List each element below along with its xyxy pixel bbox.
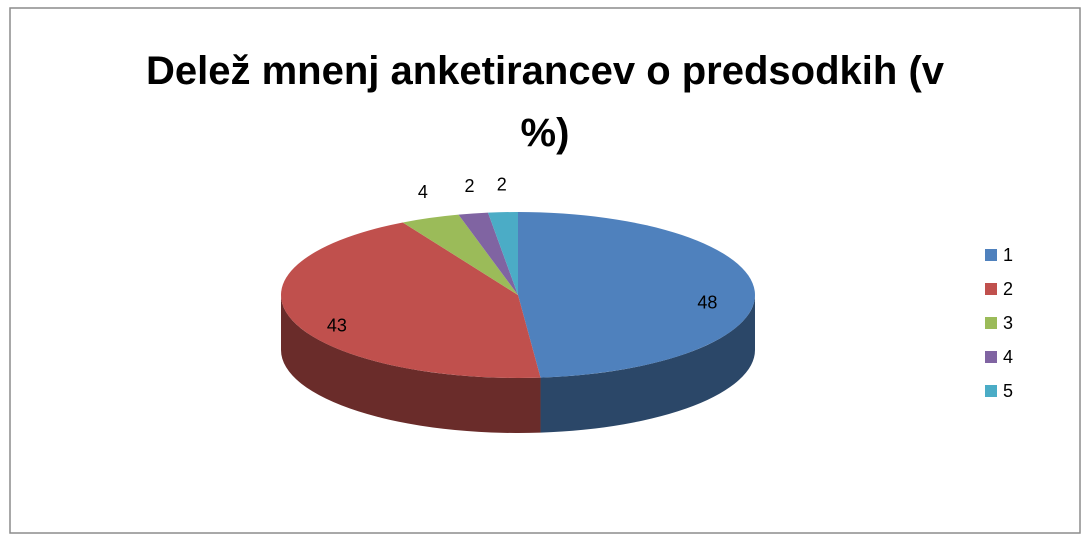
legend-swatch [985,317,997,329]
slice [402,214,518,295]
legend-label: 2 [1003,279,1013,299]
chart-border [9,7,1081,534]
legend-label: 5 [1003,381,1013,401]
legend-swatch [985,385,997,397]
legend-label: 1 [1003,245,1013,265]
slice [280,222,541,378]
slice [458,212,518,295]
chart-title: Delež mnenj anketirancev o predsodkih (v… [145,49,945,155]
slice [518,212,755,378]
data-label: 48 [697,293,717,313]
legend-label: 4 [1003,347,1013,367]
legend-label: 3 [1003,313,1013,333]
legend-swatch [985,249,997,261]
slice [487,212,518,295]
legend-swatch [985,283,997,295]
data-label: 4 [418,182,428,202]
data-label: 2 [465,176,475,196]
data-label: 2 [497,174,507,194]
slice-side [281,295,541,433]
slice-side [540,295,755,433]
legend-swatch [985,351,997,363]
data-label: 43 [327,315,347,335]
